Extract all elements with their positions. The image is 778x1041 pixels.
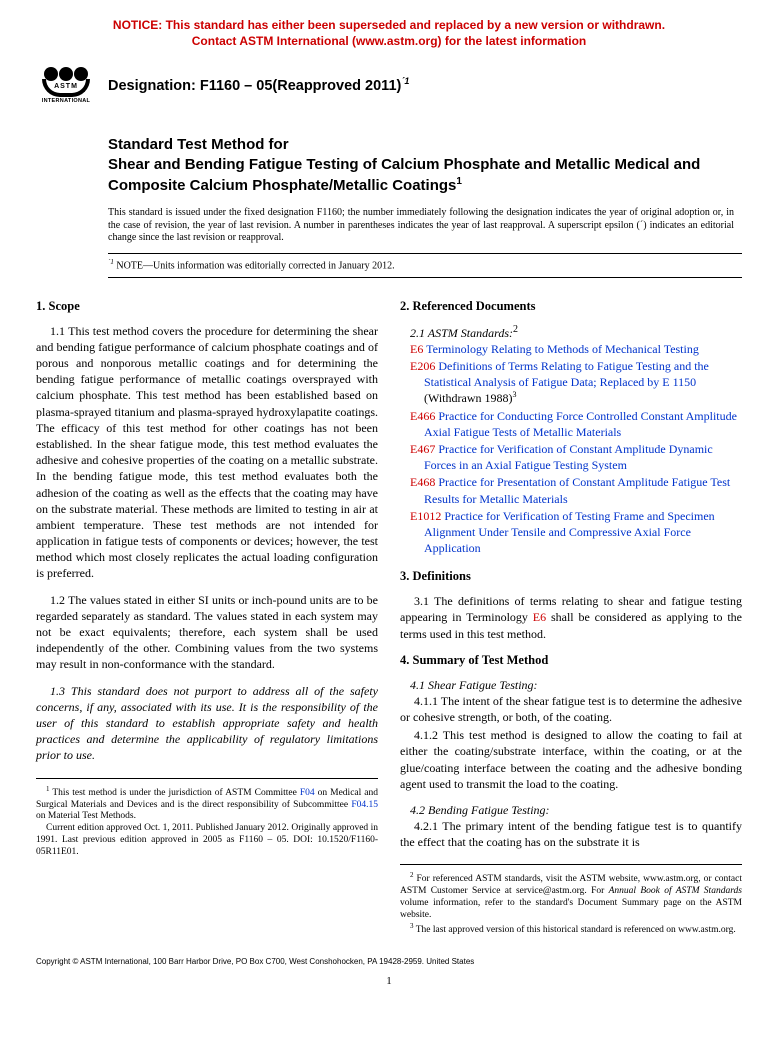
- para-3-1: 3.1 The definitions of terms relating to…: [400, 593, 742, 642]
- title-main: Shear and Bending Fatigue Testing of Cal…: [108, 155, 742, 195]
- reference-item: E466 Practice for Conducting Force Contr…: [400, 408, 742, 440]
- left-column: 1. Scope 1.1 This test method covers the…: [36, 298, 378, 937]
- link-f04[interactable]: F04: [300, 788, 315, 798]
- footnotes-left: 1 This test method is under the jurisdic…: [36, 778, 378, 859]
- astm-logo: ASTM INTERNATIONAL: [36, 61, 96, 111]
- para-4-2-1: 4.2.1 The primary intent of the bending …: [400, 818, 742, 850]
- reference-item: E467 Practice for Verification of Consta…: [400, 441, 742, 473]
- logo-text: ASTM: [54, 82, 78, 91]
- header-row: ASTM INTERNATIONAL Designation: F1160 – …: [36, 61, 742, 111]
- reference-item: E468 Practice for Presentation of Consta…: [400, 474, 742, 506]
- designation: Designation: F1160 – 05(Reapproved 2011)…: [108, 75, 409, 96]
- ref-desc[interactable]: Practice for Verification of Constant Am…: [424, 442, 713, 472]
- title-block: Standard Test Method for Shear and Bendi…: [108, 135, 742, 195]
- footnote-2: 2 For referenced ASTM standards, visit t…: [400, 871, 742, 922]
- section-1-head: 1. Scope: [36, 298, 378, 315]
- ref-desc[interactable]: Practice for Conducting Force Controlled…: [424, 409, 737, 439]
- page-number: 1: [36, 974, 742, 989]
- para-4-1-head: 4.1 Shear Fatigue Testing:: [400, 677, 742, 693]
- notice-line1: NOTICE: This standard has either been su…: [113, 18, 665, 32]
- title-prefix: Standard Test Method for: [108, 135, 742, 155]
- footnote-1b: Current edition approved Oct. 1, 2011. P…: [36, 823, 378, 859]
- link-f0415[interactable]: F04.15: [351, 800, 378, 810]
- para-1-2: 1.2 The values stated in either SI units…: [36, 592, 378, 673]
- editorial-note: ´1 NOTE—Units information was editoriall…: [108, 253, 742, 278]
- references-list: E6 Terminology Relating to Methods of Me…: [400, 341, 742, 556]
- footnote-1: 1 This test method is under the jurisdic…: [36, 785, 378, 824]
- ref-code[interactable]: E468: [410, 475, 435, 489]
- section-2-sub: 2.1 ASTM Standards:2: [400, 323, 742, 341]
- ref-code[interactable]: E206: [410, 359, 435, 373]
- ref-desc[interactable]: Terminology Relating to Methods of Mecha…: [426, 342, 699, 356]
- ref-desc[interactable]: Practice for Presentation of Constant Am…: [424, 475, 730, 505]
- reference-item: E206 Definitions of Terms Relating to Fa…: [400, 358, 742, 407]
- footnotes-right: 2 For referenced ASTM standards, visit t…: [400, 864, 742, 937]
- notice-line2: Contact ASTM International (www.astm.org…: [192, 34, 586, 48]
- ref-code[interactable]: E6: [410, 342, 423, 356]
- title-sup: 1: [456, 176, 462, 187]
- edit-note-text: NOTE—Units information was editorially c…: [114, 260, 395, 271]
- reference-item: E1012 Practice for Verification of Testi…: [400, 508, 742, 557]
- issuance-note: This standard is issued under the fixed …: [108, 207, 742, 245]
- section-4-head: 4. Summary of Test Method: [400, 652, 742, 669]
- notice-banner: NOTICE: This standard has either been su…: [36, 18, 742, 49]
- section-3-head: 3. Definitions: [400, 568, 742, 585]
- designation-sup: ´1: [401, 76, 409, 86]
- ref-desc[interactable]: Definitions of Terms Relating to Fatigue…: [424, 359, 709, 389]
- copyright-line: Copyright © ASTM International, 100 Barr…: [36, 957, 742, 968]
- para-4-2-head: 4.2 Bending Fatigue Testing:: [400, 802, 742, 818]
- right-column: 2. Referenced Documents 2.1 ASTM Standar…: [400, 298, 742, 937]
- title-main-text: Shear and Bending Fatigue Testing of Cal…: [108, 156, 700, 194]
- reference-item: E6 Terminology Relating to Methods of Me…: [400, 341, 742, 357]
- ref-code[interactable]: E467: [410, 442, 435, 456]
- ref-code[interactable]: E466: [410, 409, 435, 423]
- footnote-3: 3 The last approved version of this hist…: [400, 922, 742, 937]
- link-e6-inline[interactable]: E6: [533, 610, 546, 624]
- section-2-head: 2. Referenced Documents: [400, 298, 742, 315]
- para-1-3: 1.3 This standard does not purport to ad…: [36, 683, 378, 764]
- para-4-1-2: 4.1.2 This test method is designed to al…: [400, 727, 742, 792]
- para-1-1: 1.1 This test method covers the procedur…: [36, 323, 378, 582]
- ref-code[interactable]: E1012: [410, 509, 441, 523]
- two-column-body: 1. Scope 1.1 This test method covers the…: [36, 298, 742, 937]
- para-4-1-1: 4.1.1 The intent of the shear fatigue te…: [400, 693, 742, 725]
- ref-desc[interactable]: Practice for Verification of Testing Fra…: [424, 509, 715, 555]
- logo-subtext: INTERNATIONAL: [42, 98, 90, 105]
- designation-text: Designation: F1160 – 05(Reapproved 2011): [108, 78, 401, 94]
